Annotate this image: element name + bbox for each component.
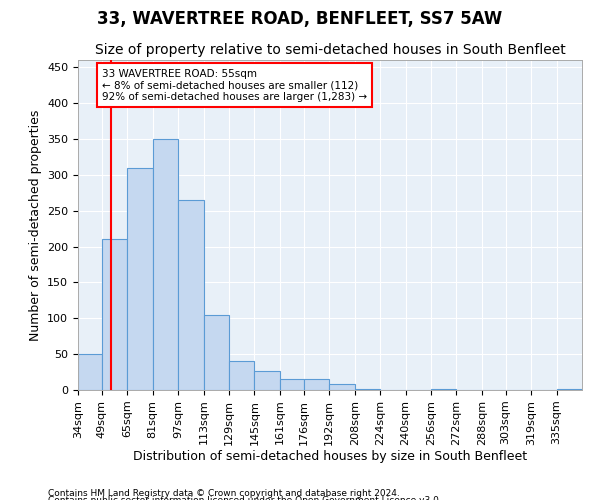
Bar xyxy=(178,200,203,390)
Bar xyxy=(280,378,304,390)
Text: Contains public sector information licensed under the Open Government Licence v3: Contains public sector information licen… xyxy=(48,496,442,500)
Text: 33, WAVERTREE ROAD, BENFLEET, SS7 5AW: 33, WAVERTREE ROAD, BENFLEET, SS7 5AW xyxy=(97,10,503,28)
Y-axis label: Number of semi-detached properties: Number of semi-detached properties xyxy=(29,110,41,340)
Bar xyxy=(229,362,254,390)
Bar xyxy=(304,378,329,390)
Bar xyxy=(127,168,153,390)
Bar xyxy=(78,354,102,390)
Bar xyxy=(329,384,355,390)
Text: 33 WAVERTREE ROAD: 55sqm
← 8% of semi-detached houses are smaller (112)
92% of s: 33 WAVERTREE ROAD: 55sqm ← 8% of semi-de… xyxy=(102,68,367,102)
Title: Size of property relative to semi-detached houses in South Benfleet: Size of property relative to semi-detach… xyxy=(95,44,565,58)
Bar xyxy=(153,139,178,390)
Bar xyxy=(203,314,229,390)
Bar xyxy=(102,240,127,390)
Text: Contains HM Land Registry data © Crown copyright and database right 2024.: Contains HM Land Registry data © Crown c… xyxy=(48,488,400,498)
X-axis label: Distribution of semi-detached houses by size in South Benfleet: Distribution of semi-detached houses by … xyxy=(133,450,527,464)
Bar xyxy=(254,370,280,390)
